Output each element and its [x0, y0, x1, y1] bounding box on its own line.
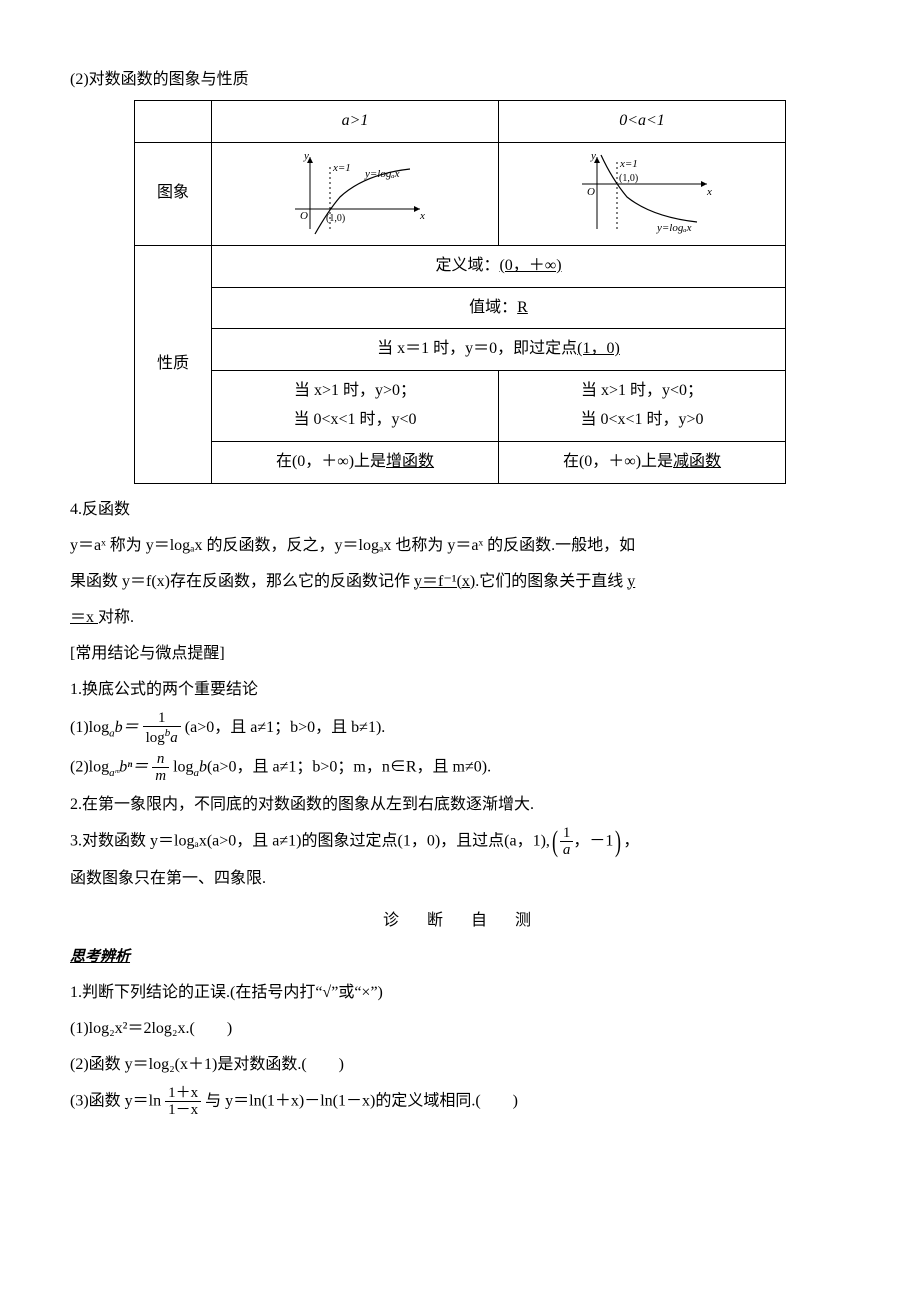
sign-gt1-cell: 当 x>1 时，y>0；当 0<x<1 时，y<0	[212, 371, 499, 442]
row-label-graph: 图象	[135, 142, 212, 245]
mono-gt1-cell: 在(0，＋∞)上是增函数	[212, 441, 499, 483]
sec4-title: 4.反函数	[70, 494, 850, 526]
row-label-properties: 性质	[135, 245, 212, 483]
tip2: 2.在第一象限内，不同底的对数函数的图象从左到右底数逐渐增大.	[70, 789, 850, 821]
svg-text:x: x	[419, 210, 425, 222]
range-cell: 值域：R	[212, 287, 786, 329]
fixed-point-cell: 当 x＝1 时，y＝0，即过定点(1，0)	[212, 329, 786, 371]
col-header-a-gt-1: a>1	[212, 101, 499, 143]
tip1-1: (1)logab＝ 1 logba (a>0，且 a≠1；b>0，且 b≠1).	[70, 710, 850, 747]
log-graph-decreasing: y x O x=1 y=logₐx (1,0)	[557, 149, 727, 239]
svg-text:(1,0): (1,0)	[619, 173, 638, 184]
q1-3: (3)函数 y＝ln 1＋x1－x 与 y＝ln(1＋x)－ln(1－x)的定义…	[70, 1085, 850, 1119]
domain-cell: 定义域：(0，＋∞)	[212, 245, 786, 287]
svg-text:O: O	[587, 186, 595, 198]
svg-text:y=logₐx: y=logₐx	[656, 222, 692, 234]
svg-text:O: O	[300, 210, 308, 222]
sec4-line2: 果函数 y＝f(x)存在反函数，那么它的反函数记作 y＝f⁻¹(x).它们的图象…	[70, 566, 850, 598]
tips-title: [常用结论与微点提醒]	[70, 638, 850, 670]
graph-cell-lt1: y x O x=1 y=logₐx (1,0)	[499, 142, 786, 245]
tip1-title: 1.换底公式的两个重要结论	[70, 674, 850, 706]
svg-text:x=1: x=1	[619, 158, 638, 170]
blank-cell	[135, 101, 212, 143]
tip3-line2: 函数图象只在第一、四象限.	[70, 863, 850, 895]
col-header-a-lt-1: 0<a<1	[499, 101, 786, 143]
log-properties-table: a>1 0<a<1 图象 y x O x=1 y=logₐx (1,0)	[134, 100, 786, 484]
diagnosis-title: 诊 断 自 测	[70, 905, 850, 937]
svg-text:(1,0): (1,0)	[326, 213, 345, 224]
sign-lt1-cell: 当 x>1 时，y<0；当 0<x<1 时，y>0	[499, 371, 786, 442]
svg-text:y=logₐx: y=logₐx	[364, 168, 400, 180]
log-graph-increasing: y x O x=1 y=logₐx (1,0)	[270, 149, 440, 239]
mono-lt1-cell: 在(0，＋∞)上是减函数	[499, 441, 786, 483]
sec4-line1: y＝aˣ 称为 y＝logₐx 的反函数，反之，y＝logₐx 也称为 y＝aˣ…	[70, 530, 850, 562]
graph-cell-gt1: y x O x=1 y=logₐx (1,0)	[212, 142, 499, 245]
tip1-2: (2)logaᵐbⁿ＝ nm logab(a>0，且 a≠1；b>0；m，n∈R…	[70, 751, 850, 785]
tip3-line1: 3.对数函数 y＝logₐx(a>0，且 a≠1)的图象过定点(1，0)，且过点…	[70, 825, 850, 859]
sec4-line3: ＝x 对称.	[70, 602, 850, 634]
q1-intro: 1.判断下列结论的正误.(在括号内打“√”或“×”)	[70, 977, 850, 1009]
svg-text:y: y	[303, 150, 309, 162]
section-intro: (2)对数函数的图象与性质	[70, 64, 850, 96]
think-label: 思考辨析	[70, 941, 850, 973]
q1-2: (2)函数 y＝log₂(x＋1)是对数函数.( )	[70, 1049, 850, 1081]
svg-text:y: y	[590, 150, 596, 162]
svg-text:x: x	[706, 186, 712, 198]
q1-1: (1)log₂x²＝2log₂x.( )	[70, 1013, 850, 1045]
svg-text:x=1: x=1	[332, 162, 351, 174]
